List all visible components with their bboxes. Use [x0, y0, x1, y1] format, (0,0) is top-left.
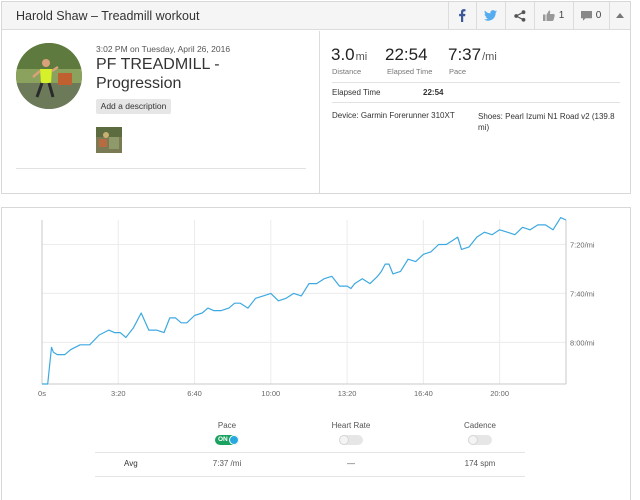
- photo-thumbnail[interactable]: [96, 127, 122, 153]
- title-bar: Harold Shaw – Treadmill workout: [2, 2, 630, 30]
- elapsed-time-row-label: Elapsed Time: [332, 88, 381, 97]
- comment-icon: [580, 10, 592, 21]
- toggle-knob: [339, 435, 349, 445]
- x-tick-label: 0s: [38, 389, 46, 398]
- share-icon: [513, 9, 525, 22]
- x-tick-label: 6:40: [187, 389, 202, 398]
- like-button[interactable]: 1: [535, 2, 572, 29]
- pace-series-line: [42, 217, 567, 385]
- workout-date: 3:02 PM on Tuesday, April 26, 2016: [96, 44, 231, 54]
- divider: [95, 476, 525, 477]
- y-tick-label: 7:40/mi: [570, 289, 595, 298]
- heart-rate-toggle[interactable]: [339, 435, 363, 445]
- pace-average: 7:37 /mi: [212, 459, 242, 468]
- facebook-share-button[interactable]: [449, 2, 475, 29]
- like-count: 1: [558, 10, 565, 21]
- x-tick-label: 13:20: [338, 389, 357, 398]
- caret-up-icon: [616, 13, 624, 18]
- x-tick-label: 3:20: [111, 389, 126, 398]
- y-tick-label: 8:00/mi: [570, 338, 595, 347]
- elapsed-time-row-value: 22:54: [423, 88, 444, 97]
- toolbar-divider: [448, 2, 449, 29]
- distance-value: 3.0mi: [331, 45, 368, 64]
- toolbar-divider: [476, 2, 477, 29]
- facebook-icon: [459, 9, 466, 22]
- collapse-button[interactable]: [610, 2, 630, 29]
- avg-label: Avg: [124, 459, 138, 468]
- toolbar-divider: [505, 2, 506, 29]
- x-tick-label: 10:00: [261, 389, 280, 398]
- pace-value: 7:37/mi: [448, 45, 497, 64]
- distance-label: Distance: [332, 67, 362, 76]
- comments-button[interactable]: 0: [574, 2, 608, 29]
- twitter-icon: [484, 10, 497, 21]
- pace-chart[interactable]: 0s 3:20 6:40 10:00 13:20 16:40 20:00 7:20/mi 7:4…: [2, 208, 630, 408]
- cadence-toggle[interactable]: [468, 435, 492, 445]
- photo-thumbnail-image: [96, 127, 122, 153]
- toggle-knob: [468, 435, 478, 445]
- toggle-knob: [229, 435, 239, 445]
- pace-toggle[interactable]: ON: [215, 435, 239, 445]
- divider: [332, 82, 620, 83]
- shoes-info[interactable]: Shoes: Pearl Izumi N1 Road v2 (139.8 mi): [478, 112, 615, 132]
- toolbar-divider: [534, 2, 535, 29]
- avatar[interactable]: [16, 43, 82, 109]
- divider: [95, 452, 525, 453]
- page-title: Harold Shaw – Treadmill workout: [16, 9, 200, 23]
- add-description-button[interactable]: Add a description: [96, 99, 171, 114]
- pace-toggle-text: ON: [218, 436, 228, 443]
- elapsed-time-value: 22:54: [385, 45, 428, 64]
- x-tick-label: 20:00: [490, 389, 509, 398]
- y-tick-label: 7:20/mi: [570, 240, 595, 249]
- workout-summary-card: Harold Shaw – Treadmill workout: [1, 1, 631, 194]
- device-info: Device: Garmin Forerunner 310XT: [332, 111, 455, 120]
- divider: [16, 168, 306, 169]
- comment-count: 0: [595, 10, 602, 21]
- x-tick-label: 16:40: [414, 389, 433, 398]
- heart-rate-metric-label: Heart Rate: [331, 421, 371, 430]
- divider: [332, 102, 620, 103]
- cadence-metric-label: Cadence: [463, 421, 497, 430]
- workout-title: PF TREADMILL - Progression: [96, 56, 220, 92]
- elapsed-time-label: Elapsed Time: [387, 67, 433, 76]
- column-divider: [319, 31, 320, 194]
- runner-photo: [16, 43, 82, 109]
- heart-rate-average: —: [347, 459, 355, 468]
- toolbar-divider: [573, 2, 574, 29]
- pace-chart-card: 0s 3:20 6:40 10:00 13:20 16:40 20:00 7:20/mi 7:4…: [1, 207, 631, 500]
- twitter-share-button[interactable]: [477, 2, 504, 29]
- pace-label: Pace: [449, 67, 467, 76]
- pace-metric-label: Pace: [217, 421, 237, 430]
- share-button[interactable]: [506, 2, 533, 29]
- toolbar-divider: [609, 2, 610, 29]
- cadence-average: 174 spm: [464, 459, 496, 468]
- thumbs-up-icon: [542, 10, 555, 21]
